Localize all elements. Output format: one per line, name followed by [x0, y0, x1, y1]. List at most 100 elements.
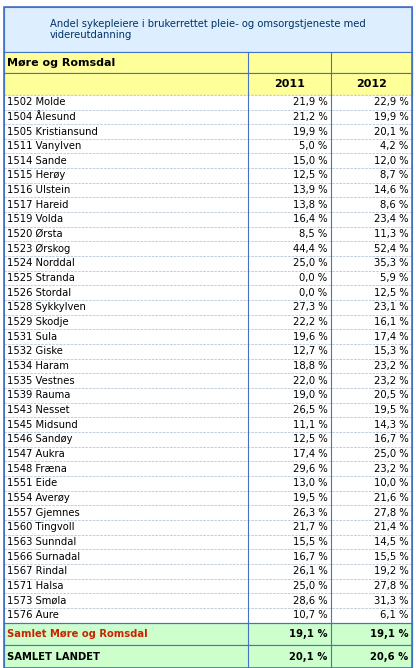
Text: 21,6 %: 21,6 %	[374, 493, 409, 503]
Text: 1539 Rauma: 1539 Rauma	[7, 390, 71, 400]
Text: 1523 Ørskog: 1523 Ørskog	[7, 244, 71, 254]
Text: 23,2 %: 23,2 %	[374, 464, 409, 474]
Text: 0,0 %: 0,0 %	[299, 288, 327, 298]
Text: 1514 Sande: 1514 Sande	[7, 156, 67, 166]
Text: 1517 Hareid: 1517 Hareid	[7, 200, 69, 210]
Text: 19,1 %: 19,1 %	[289, 629, 327, 639]
Bar	[4, 271, 412, 285]
Text: 23,2 %: 23,2 %	[374, 361, 409, 371]
Text: 5,9 %: 5,9 %	[380, 273, 409, 283]
Bar	[4, 623, 412, 645]
Text: 20,1 %: 20,1 %	[289, 652, 327, 661]
Text: 10,0 %: 10,0 %	[374, 478, 409, 488]
Bar	[4, 124, 412, 139]
Text: 21,2 %: 21,2 %	[292, 112, 327, 122]
Bar	[4, 73, 412, 95]
Bar	[4, 154, 412, 168]
Text: 15,3 %: 15,3 %	[374, 347, 409, 357]
Text: 19,5 %: 19,5 %	[374, 405, 409, 415]
Bar	[4, 315, 412, 329]
Bar	[4, 403, 412, 418]
Text: Samlet Møre og Romsdal: Samlet Møre og Romsdal	[7, 629, 148, 639]
Text: 1535 Vestnes: 1535 Vestnes	[7, 375, 75, 385]
Text: 20,6 %: 20,6 %	[370, 652, 409, 661]
Bar	[4, 564, 412, 578]
Bar	[4, 183, 412, 198]
Text: 13,8 %: 13,8 %	[293, 200, 327, 210]
Text: 23,1 %: 23,1 %	[374, 303, 409, 313]
Bar	[4, 476, 412, 490]
Text: 23,2 %: 23,2 %	[374, 375, 409, 385]
Text: 20,5 %: 20,5 %	[374, 390, 409, 400]
Text: 27,8 %: 27,8 %	[374, 508, 409, 518]
Text: 1532 Giske: 1532 Giske	[7, 347, 63, 357]
Text: 25,0 %: 25,0 %	[293, 581, 327, 591]
Text: 25,0 %: 25,0 %	[293, 259, 327, 269]
Text: 18,8 %: 18,8 %	[293, 361, 327, 371]
Bar	[4, 578, 412, 593]
Bar	[4, 256, 412, 271]
Text: 1525 Stranda: 1525 Stranda	[7, 273, 75, 283]
Bar	[4, 226, 412, 241]
Text: 10,7 %: 10,7 %	[293, 611, 327, 621]
Text: 2011: 2011	[274, 79, 305, 89]
Text: 13,0 %: 13,0 %	[293, 478, 327, 488]
Text: 1573 Smøla: 1573 Smøla	[7, 596, 67, 606]
Bar	[4, 329, 412, 344]
Text: 1576 Aure: 1576 Aure	[7, 611, 59, 621]
Text: 1519 Volda: 1519 Volda	[7, 214, 64, 224]
Text: Møre og Romsdal: Møre og Romsdal	[7, 58, 116, 67]
Text: 52,4 %: 52,4 %	[374, 244, 409, 254]
Text: 1504 Ålesund: 1504 Ålesund	[7, 112, 76, 122]
Text: 1567 Rindal: 1567 Rindal	[7, 566, 68, 576]
Text: 2012: 2012	[356, 79, 387, 89]
Bar	[4, 344, 412, 359]
Text: 1543 Nesset: 1543 Nesset	[7, 405, 70, 415]
Text: 19,2 %: 19,2 %	[374, 566, 409, 576]
Text: 44,4 %: 44,4 %	[293, 244, 327, 254]
Text: 17,4 %: 17,4 %	[293, 449, 327, 459]
Text: 1546 Sandøy: 1546 Sandøy	[7, 434, 73, 444]
Text: 22,0 %: 22,0 %	[293, 375, 327, 385]
Text: 19,9 %: 19,9 %	[374, 112, 409, 122]
Text: 1520 Ørsta: 1520 Ørsta	[7, 229, 63, 239]
Text: 19,9 %: 19,9 %	[292, 126, 327, 136]
Bar	[4, 168, 412, 183]
Text: 16,1 %: 16,1 %	[374, 317, 409, 327]
Bar	[4, 549, 412, 564]
Bar	[4, 52, 412, 73]
Bar	[4, 388, 412, 403]
Text: 1531 Sula: 1531 Sula	[7, 332, 57, 342]
Text: 17,4 %: 17,4 %	[374, 332, 409, 342]
Text: 11,3 %: 11,3 %	[374, 229, 409, 239]
Text: 1551 Eide: 1551 Eide	[7, 478, 58, 488]
Bar	[4, 110, 412, 124]
Text: Andel sykepleiere i brukerrettet pleie- og omsorgstjeneste med
videreutdanning: Andel sykepleiere i brukerrettet pleie- …	[50, 19, 366, 40]
Text: 1529 Skodje: 1529 Skodje	[7, 317, 69, 327]
Text: 21,9 %: 21,9 %	[292, 97, 327, 107]
Text: 19,5 %: 19,5 %	[292, 493, 327, 503]
Text: 1516 Ulstein: 1516 Ulstein	[7, 185, 71, 195]
Text: 1547 Aukra: 1547 Aukra	[7, 449, 65, 459]
Text: 1534 Haram: 1534 Haram	[7, 361, 69, 371]
Bar	[4, 520, 412, 534]
Bar	[4, 7, 412, 52]
Text: 16,7 %: 16,7 %	[374, 434, 409, 444]
Bar	[4, 373, 412, 388]
Text: 14,3 %: 14,3 %	[374, 420, 409, 430]
Bar	[4, 95, 412, 110]
Bar	[4, 608, 412, 623]
Text: 27,3 %: 27,3 %	[293, 303, 327, 313]
Text: 1557 Gjemnes: 1557 Gjemnes	[7, 508, 80, 518]
Text: 19,6 %: 19,6 %	[292, 332, 327, 342]
Bar	[4, 212, 412, 226]
Text: 35,3 %: 35,3 %	[374, 259, 409, 269]
Text: 16,7 %: 16,7 %	[292, 552, 327, 562]
Bar	[4, 505, 412, 520]
Text: 1511 Vanylven: 1511 Vanylven	[7, 141, 82, 151]
Text: 1505 Kristiansund: 1505 Kristiansund	[7, 126, 98, 136]
Bar	[4, 534, 412, 549]
Text: 0,0 %: 0,0 %	[299, 273, 327, 283]
Text: 6,1 %: 6,1 %	[380, 611, 409, 621]
Text: 12,0 %: 12,0 %	[374, 156, 409, 166]
